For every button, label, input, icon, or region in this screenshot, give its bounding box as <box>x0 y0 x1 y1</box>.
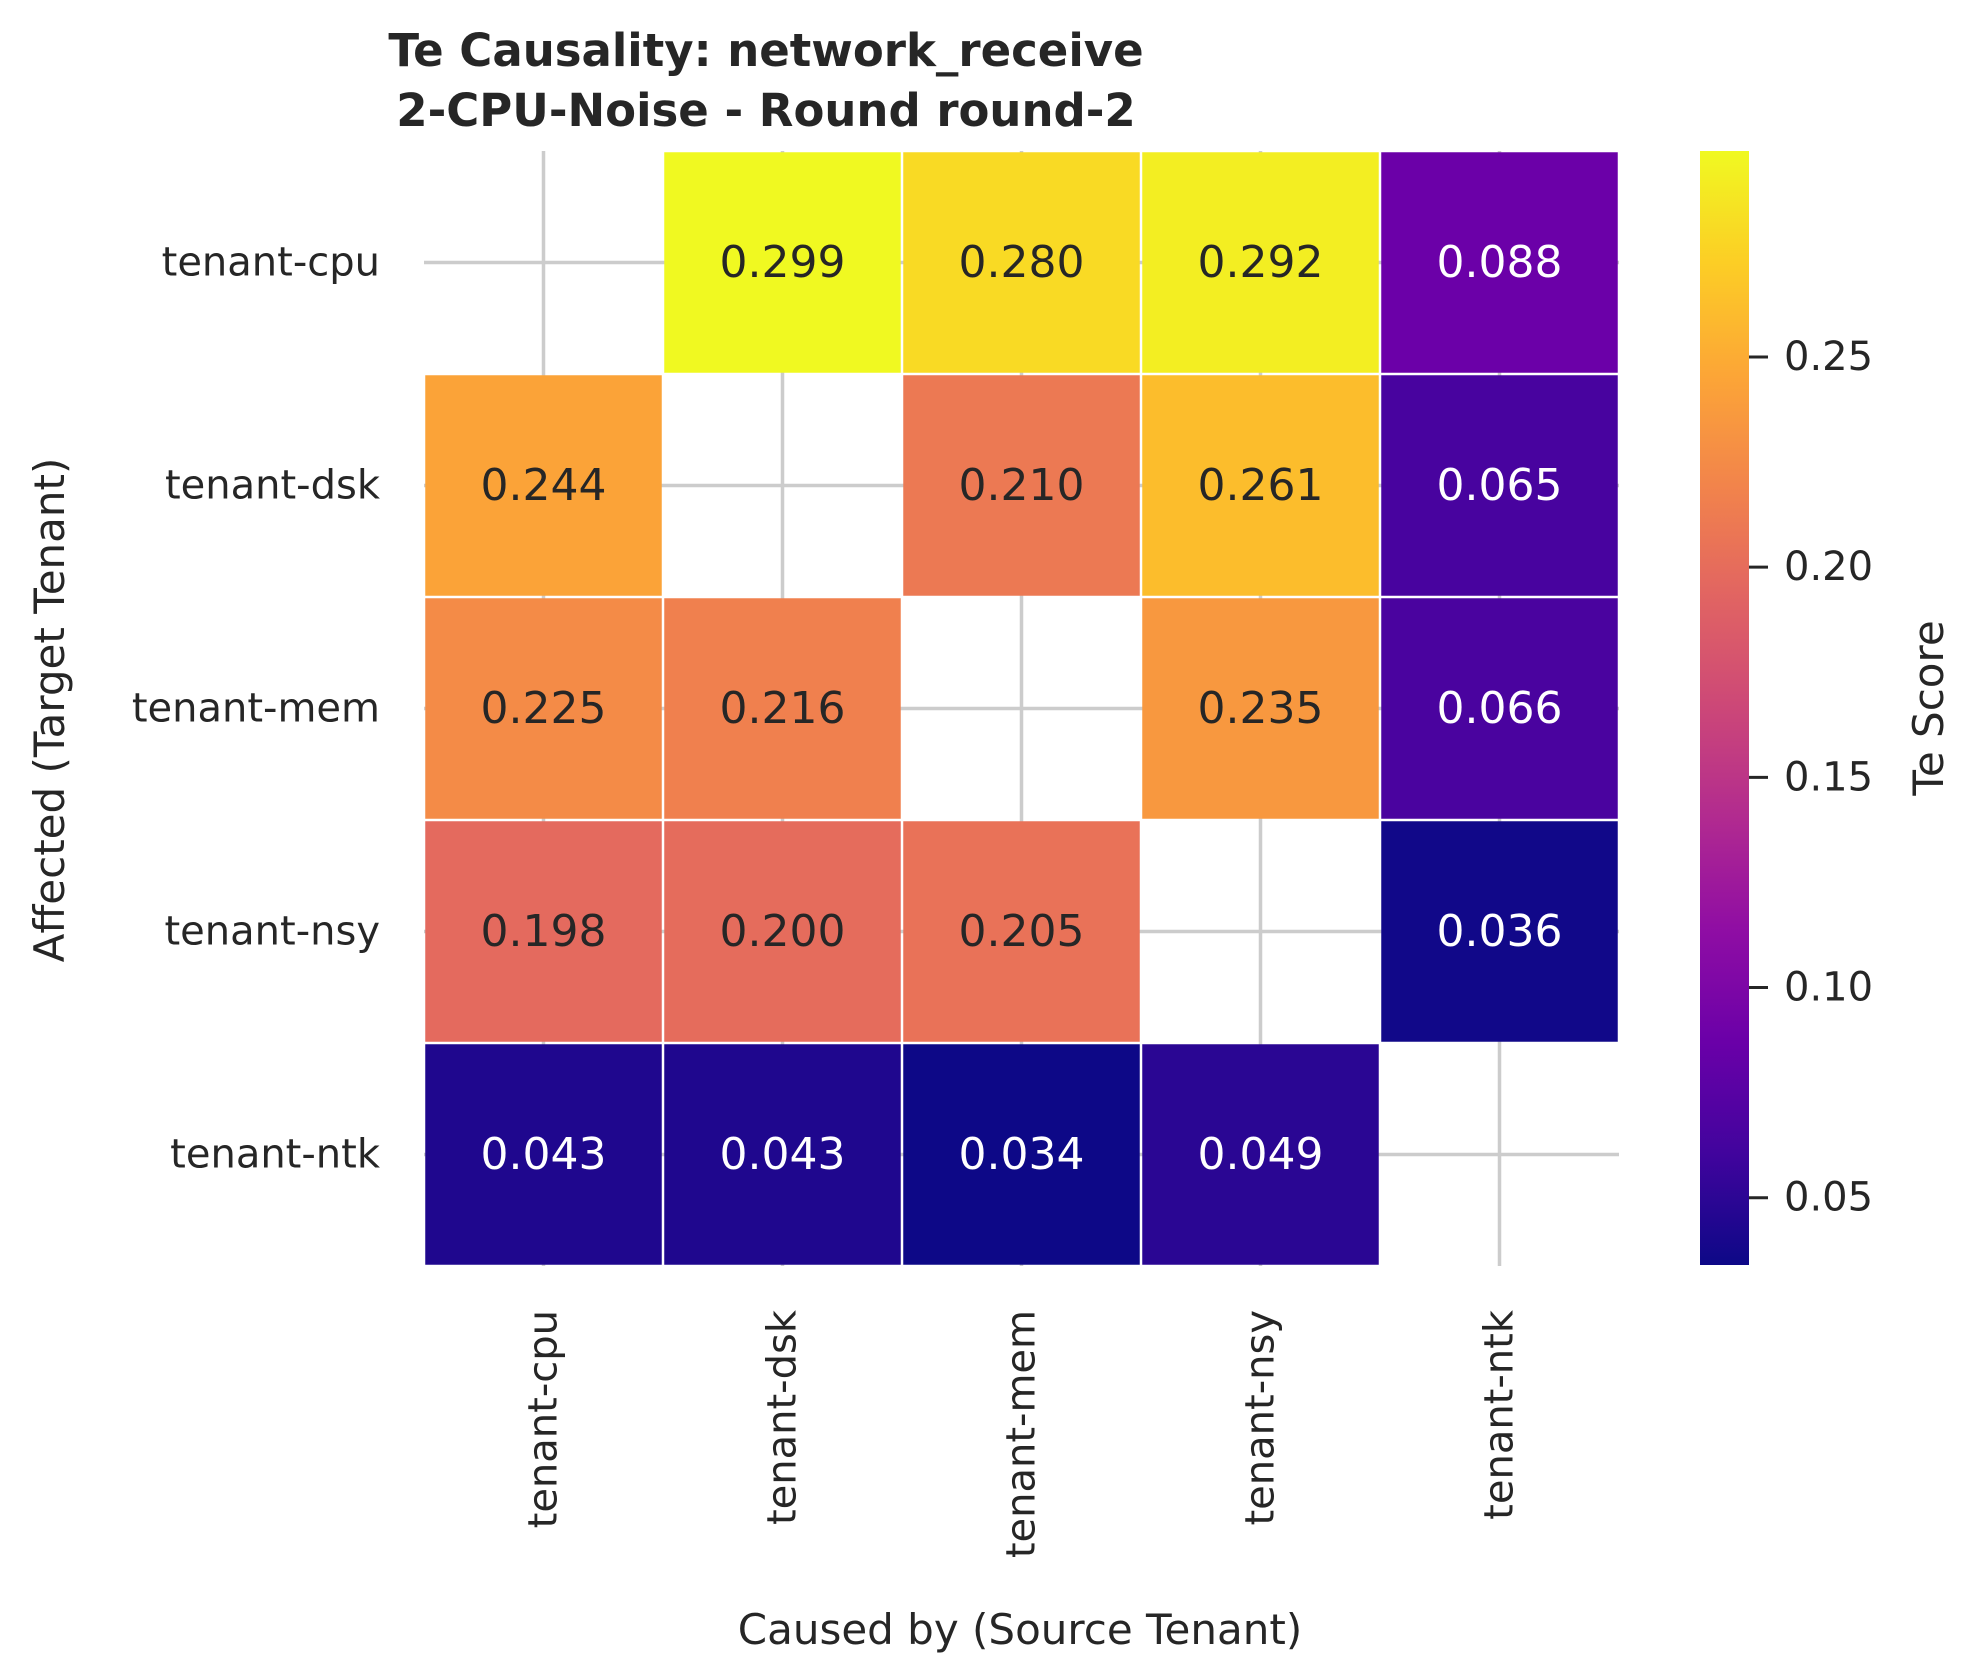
chart-title: Te Causality: network_receive 2-CPU-Nois… <box>388 24 1143 137</box>
y-tick-label: tenant-mem <box>132 686 380 732</box>
colorbar-tick-label: 0.20 <box>1784 544 1873 590</box>
y-tick-label: tenant-cpu <box>162 240 380 286</box>
heatmap-cell <box>1381 375 1618 596</box>
cell-value-label: 0.034 <box>959 1129 1085 1180</box>
heatmap-cell <box>1381 598 1618 819</box>
heatmap-cell <box>425 598 662 819</box>
x-tick-labels: tenant-cpu tenant-dsk tenant-mem tenant-nsy… <box>521 1309 1523 1558</box>
heatmap-cell <box>425 821 662 1042</box>
colorbar-tick-label: 0.25 <box>1784 334 1873 380</box>
heatmap-cell <box>903 152 1140 373</box>
cell-value-label: 0.235 <box>1198 683 1324 734</box>
cell-value-label: 0.043 <box>481 1129 607 1180</box>
x-tick-label: tenant-ntk <box>1477 1309 1523 1520</box>
x-tick-label: tenant-cpu <box>521 1310 567 1528</box>
x-tick-label: tenant-dsk <box>760 1309 806 1525</box>
colorbar: 0.05 0.10 0.15 0.20 0.25 <box>1700 151 1873 1265</box>
cell-value-label: 0.225 <box>481 683 607 734</box>
heatmap-cell <box>664 821 901 1042</box>
heatmap-cell <box>664 1044 901 1265</box>
chart-title-line-2: 2-CPU-Noise - Round round-2 <box>396 84 1135 137</box>
x-tick-label: tenant-nsy <box>1238 1310 1284 1526</box>
colorbar-tick-label: 0.15 <box>1784 754 1873 800</box>
y-axis-label: Affected (Target Tenant) <box>25 458 74 963</box>
cell-value-label: 0.043 <box>720 1129 846 1180</box>
heatmap-cell <box>1381 152 1618 373</box>
cell-value-label: 0.244 <box>481 460 607 511</box>
cell-value-label: 0.261 <box>1198 460 1324 511</box>
heatmap-cell <box>664 598 901 819</box>
heatmap-cell <box>1381 821 1618 1042</box>
heatmap-cell <box>903 821 1140 1042</box>
cell-value-label: 0.036 <box>1437 906 1563 957</box>
chart-title-line-1: Te Causality: network_receive <box>388 24 1143 77</box>
heatmap-cell <box>1142 152 1379 373</box>
cell-value-label: 0.205 <box>959 906 1085 957</box>
cell-value-label: 0.280 <box>959 237 1085 288</box>
cell-value-label: 0.065 <box>1437 460 1563 511</box>
x-tick-label: tenant-mem <box>999 1310 1045 1558</box>
colorbar-gradient <box>1700 151 1749 1265</box>
heatmap-cell <box>1142 598 1379 819</box>
cell-value-label: 0.049 <box>1198 1129 1324 1180</box>
y-tick-label: tenant-ntk <box>170 1132 381 1178</box>
colorbar-tick-label: 0.05 <box>1784 1175 1873 1221</box>
cell-value-label: 0.292 <box>1198 237 1324 288</box>
cell-value-label: 0.299 <box>720 237 846 288</box>
y-tick-label: tenant-dsk <box>165 463 381 509</box>
cell-value-label: 0.200 <box>720 906 846 957</box>
heatmap-cell <box>425 375 662 596</box>
y-tick-label: tenant-nsy <box>165 909 381 955</box>
heatmap-cell <box>1142 1044 1379 1265</box>
colorbar-tick-label: 0.10 <box>1784 965 1873 1011</box>
heatmap-cell <box>425 1044 662 1265</box>
y-tick-labels: tenant-cpu tenant-dsk tenant-mem tenant-nsy… <box>132 240 381 1178</box>
heatmap-cell <box>664 152 901 373</box>
heatmap-cells: 0.299 0.280 0.292 0.088 0.244 0.210 0.261 0.065… <box>425 152 1618 1265</box>
heatmap-cell <box>1142 375 1379 596</box>
cell-value-label: 0.216 <box>720 683 846 734</box>
cell-value-label: 0.210 <box>959 460 1085 511</box>
cell-value-label: 0.198 <box>481 906 607 957</box>
heatmap-cell <box>903 1044 1140 1265</box>
cell-value-label: 0.088 <box>1437 237 1563 288</box>
x-axis-label: Caused by (Source Tenant) <box>738 1605 1302 1654</box>
heatmap-cell <box>903 375 1140 596</box>
colorbar-label: Te Score <box>1904 620 1953 796</box>
cell-value-label: 0.066 <box>1437 683 1563 734</box>
